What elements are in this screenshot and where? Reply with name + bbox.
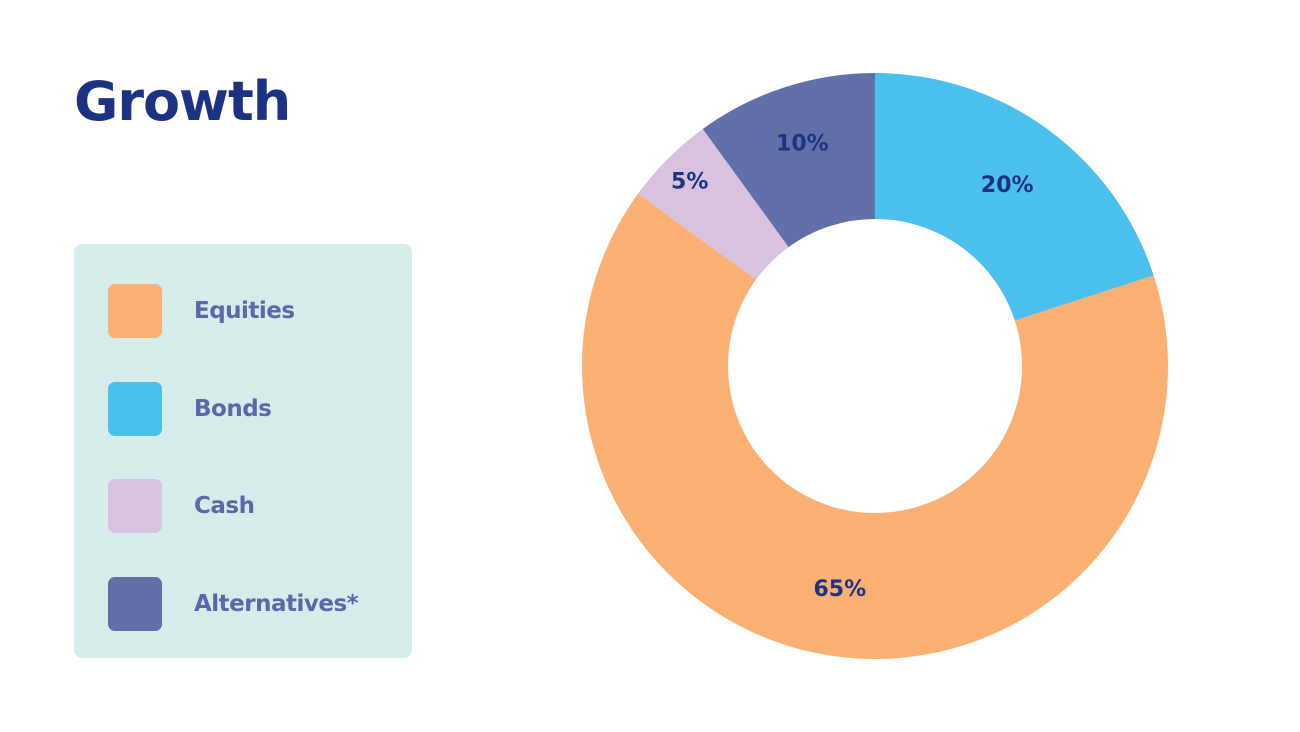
data-label: 10% (776, 132, 829, 157)
slice-bonds (875, 73, 1154, 321)
chart-title: Growth (74, 70, 291, 133)
legend-swatch (108, 576, 162, 631)
data-label: 65% (813, 577, 866, 602)
legend-label: Equities (194, 298, 295, 324)
legend-label: Bonds (194, 395, 272, 422)
slice-cash (637, 128, 789, 280)
legend-item: Cash (108, 479, 255, 533)
slice-equities (582, 193, 1168, 660)
legend-item: Equities (108, 284, 295, 338)
legend-swatch (108, 381, 162, 436)
slice-alternatives (702, 73, 875, 248)
legend-item: Alternatives* (108, 576, 359, 631)
legend-swatch (108, 284, 162, 338)
data-label: 20% (981, 173, 1034, 198)
legend-label: Alternatives* (194, 590, 359, 617)
legend-item: Bonds (108, 381, 272, 436)
data-label: 5% (671, 170, 708, 195)
legend-swatch (108, 479, 162, 533)
legend-label: Cash (194, 493, 255, 519)
legend: Equities Bonds Cash Alternatives* (74, 244, 412, 658)
